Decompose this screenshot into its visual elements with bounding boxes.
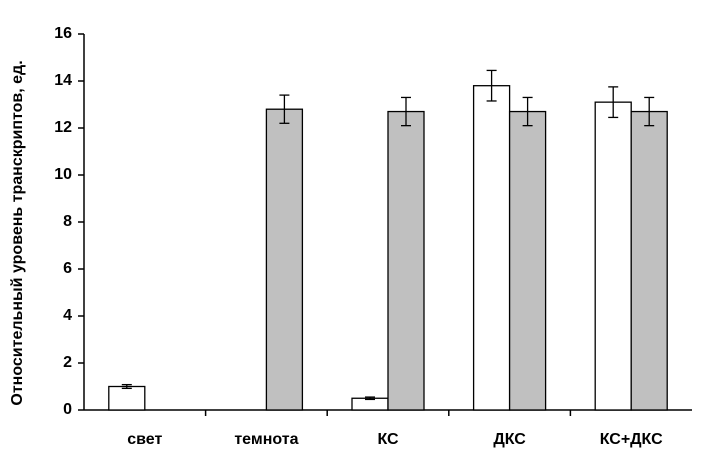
x-tick-label: КС+ДКС — [600, 431, 663, 448]
bar — [594, 101, 632, 411]
y-tick-label: 4 — [63, 307, 72, 324]
y-tick-label: 10 — [54, 166, 72, 183]
bar — [387, 110, 425, 411]
error-bars — [121, 69, 655, 401]
bar — [265, 108, 304, 411]
x-tick-label: КС — [377, 431, 399, 448]
bar — [472, 85, 511, 411]
y-ticks: 0 2 4 6 8 10 12 14 16 — [54, 25, 84, 418]
y-tick-label: 14 — [54, 72, 72, 89]
bar — [108, 385, 146, 411]
x-tick-label: темнота — [234, 431, 298, 448]
y-tick-label: 12 — [54, 119, 72, 136]
bar — [508, 110, 547, 411]
x-tick-labels: свет темнота КС ДКС КС+ДКС — [127, 431, 663, 448]
y-tick-label: 0 — [63, 401, 72, 418]
y-tick-label: 8 — [63, 213, 72, 230]
bars — [108, 85, 668, 411]
x-tick-label: ДКС — [493, 431, 526, 448]
y-axis-label: Относительный уровень транскриптов, ед. — [9, 60, 26, 405]
y-tick-label: 16 — [54, 25, 72, 42]
y-tick-label: 6 — [63, 260, 72, 277]
bar — [630, 110, 668, 411]
y-tick-label: 2 — [63, 354, 72, 371]
x-tick-label: свет — [127, 431, 162, 448]
